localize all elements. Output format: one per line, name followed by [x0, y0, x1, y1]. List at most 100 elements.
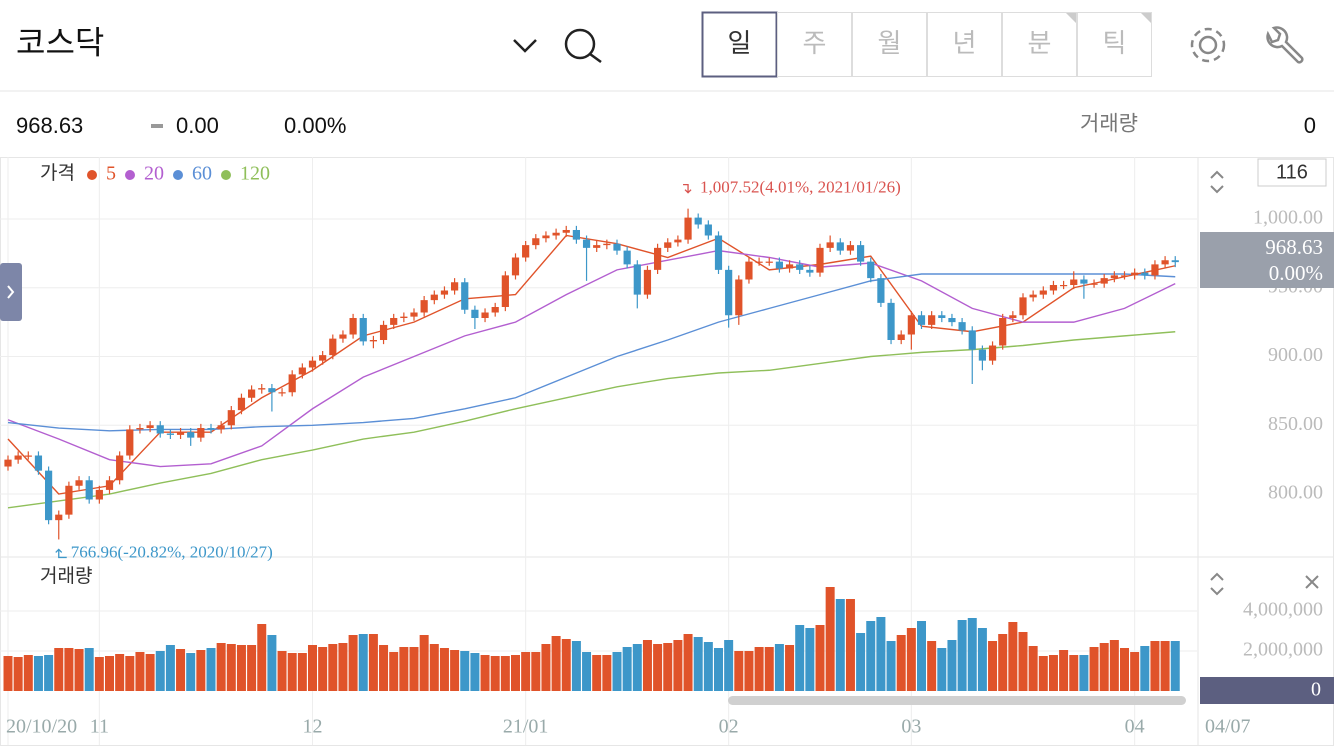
candle-body [958, 322, 966, 331]
candle-body [1110, 275, 1118, 279]
candle-body [451, 282, 459, 291]
volume-bar [653, 644, 663, 691]
tab[interactable] [1002, 12, 1077, 77]
volume-bar [927, 641, 937, 691]
volume-bar [358, 634, 368, 691]
candle-body [643, 269, 652, 295]
candle-body [1120, 275, 1129, 277]
volume-bar [287, 653, 297, 691]
tools[interactable] [1266, 26, 1304, 64]
side-toggle[interactable] [0, 263, 22, 321]
price-box [1200, 232, 1334, 288]
tab[interactable] [777, 12, 852, 77]
candle-body [552, 232, 560, 236]
candle-body [522, 245, 530, 258]
candle-body [887, 302, 895, 341]
volume-bar [724, 640, 734, 691]
volume-bar [642, 640, 652, 691]
count-box[interactable] [1257, 158, 1327, 187]
candle-body [440, 290, 449, 295]
volume-bar [13, 657, 23, 691]
volume-bar [267, 635, 277, 691]
volume-bar [165, 645, 175, 691]
candle-body [826, 242, 834, 248]
volume-bar [1018, 632, 1028, 691]
volume: 0 [1304, 113, 1316, 138]
volume-bar [338, 643, 348, 691]
candle-body [1060, 284, 1068, 287]
price-box-value: 968.63 [1265, 235, 1323, 259]
tab[interactable] [1077, 12, 1152, 77]
ma-line [7, 273, 1176, 432]
volume-bar [226, 644, 236, 691]
candle-body [390, 318, 398, 325]
volume-bar [176, 649, 186, 691]
volume-bar [186, 653, 196, 691]
candle-body [75, 480, 83, 486]
y-tick-label: 1,000.00 [1253, 207, 1323, 229]
settings[interactable] [1190, 27, 1226, 63]
candle-body [735, 279, 743, 316]
volume-bar [1059, 650, 1069, 691]
candle-body [187, 432, 195, 438]
legend-label: 120 [240, 163, 270, 185]
candle-body [420, 300, 428, 313]
tab[interactable] [701, 11, 778, 78]
candle-body [714, 235, 723, 270]
volume-bar [389, 652, 399, 691]
candle-body [654, 247, 662, 270]
candle-body [582, 239, 591, 248]
candle-body [846, 245, 855, 251]
dropdown[interactable] [513, 39, 537, 53]
candle-body [928, 315, 936, 325]
volume-bar [348, 635, 358, 691]
volume-label: 거래량 [1080, 113, 1138, 136]
candle-body [359, 318, 367, 342]
tab-label: 일 [728, 28, 752, 58]
candle-body [329, 338, 337, 356]
candle-body [694, 217, 702, 225]
volume-bar [379, 645, 389, 691]
candle-body [816, 247, 824, 273]
candle-body [491, 307, 499, 313]
change-pct: 0.00% [284, 113, 346, 138]
volume-bar [247, 645, 257, 691]
tab-label: 월 [878, 28, 902, 58]
volume-bar [105, 656, 114, 691]
candle-body [775, 261, 783, 269]
title: 코스닥 [16, 24, 104, 60]
y-tick-label: 2,000,000 [1243, 639, 1323, 661]
x-tick-label: 04/07 [1205, 716, 1251, 738]
candle-body [1161, 260, 1169, 265]
volume-bar [1160, 641, 1170, 691]
candle-body [1131, 272, 1139, 276]
volume-bar [3, 656, 13, 691]
tab[interactable] [852, 12, 927, 77]
search[interactable] [564, 28, 602, 64]
candle-body [633, 264, 641, 295]
legend-label: 60 [192, 163, 212, 185]
zoom-price[interactable] [1210, 170, 1319, 596]
candle-body [227, 410, 235, 426]
price: 968.63 [16, 113, 83, 138]
candle-body [745, 261, 753, 280]
volume-bar [500, 656, 510, 691]
volume-bar [206, 648, 216, 691]
tab[interactable] [927, 12, 1002, 77]
volume-bar [196, 650, 206, 691]
volume-bar [1170, 641, 1180, 691]
volume-bar [795, 625, 805, 691]
plot: 20/10/20 11 12 21/01 02 03 04 04/07 800.00 850.00… [0, 157, 1334, 745]
candle-body [471, 309, 479, 319]
candle-body [176, 432, 185, 435]
scrollbar[interactable] [728, 696, 1186, 705]
volume-bar [683, 634, 693, 691]
volume-bar [714, 648, 723, 691]
volume-bar [957, 620, 967, 691]
legend-label: 20 [144, 163, 164, 185]
volume-bar [368, 634, 378, 691]
tab-corner [1066, 13, 1076, 23]
volume-bar [977, 628, 987, 691]
candle-body [339, 334, 347, 339]
volume-bar [33, 656, 43, 691]
